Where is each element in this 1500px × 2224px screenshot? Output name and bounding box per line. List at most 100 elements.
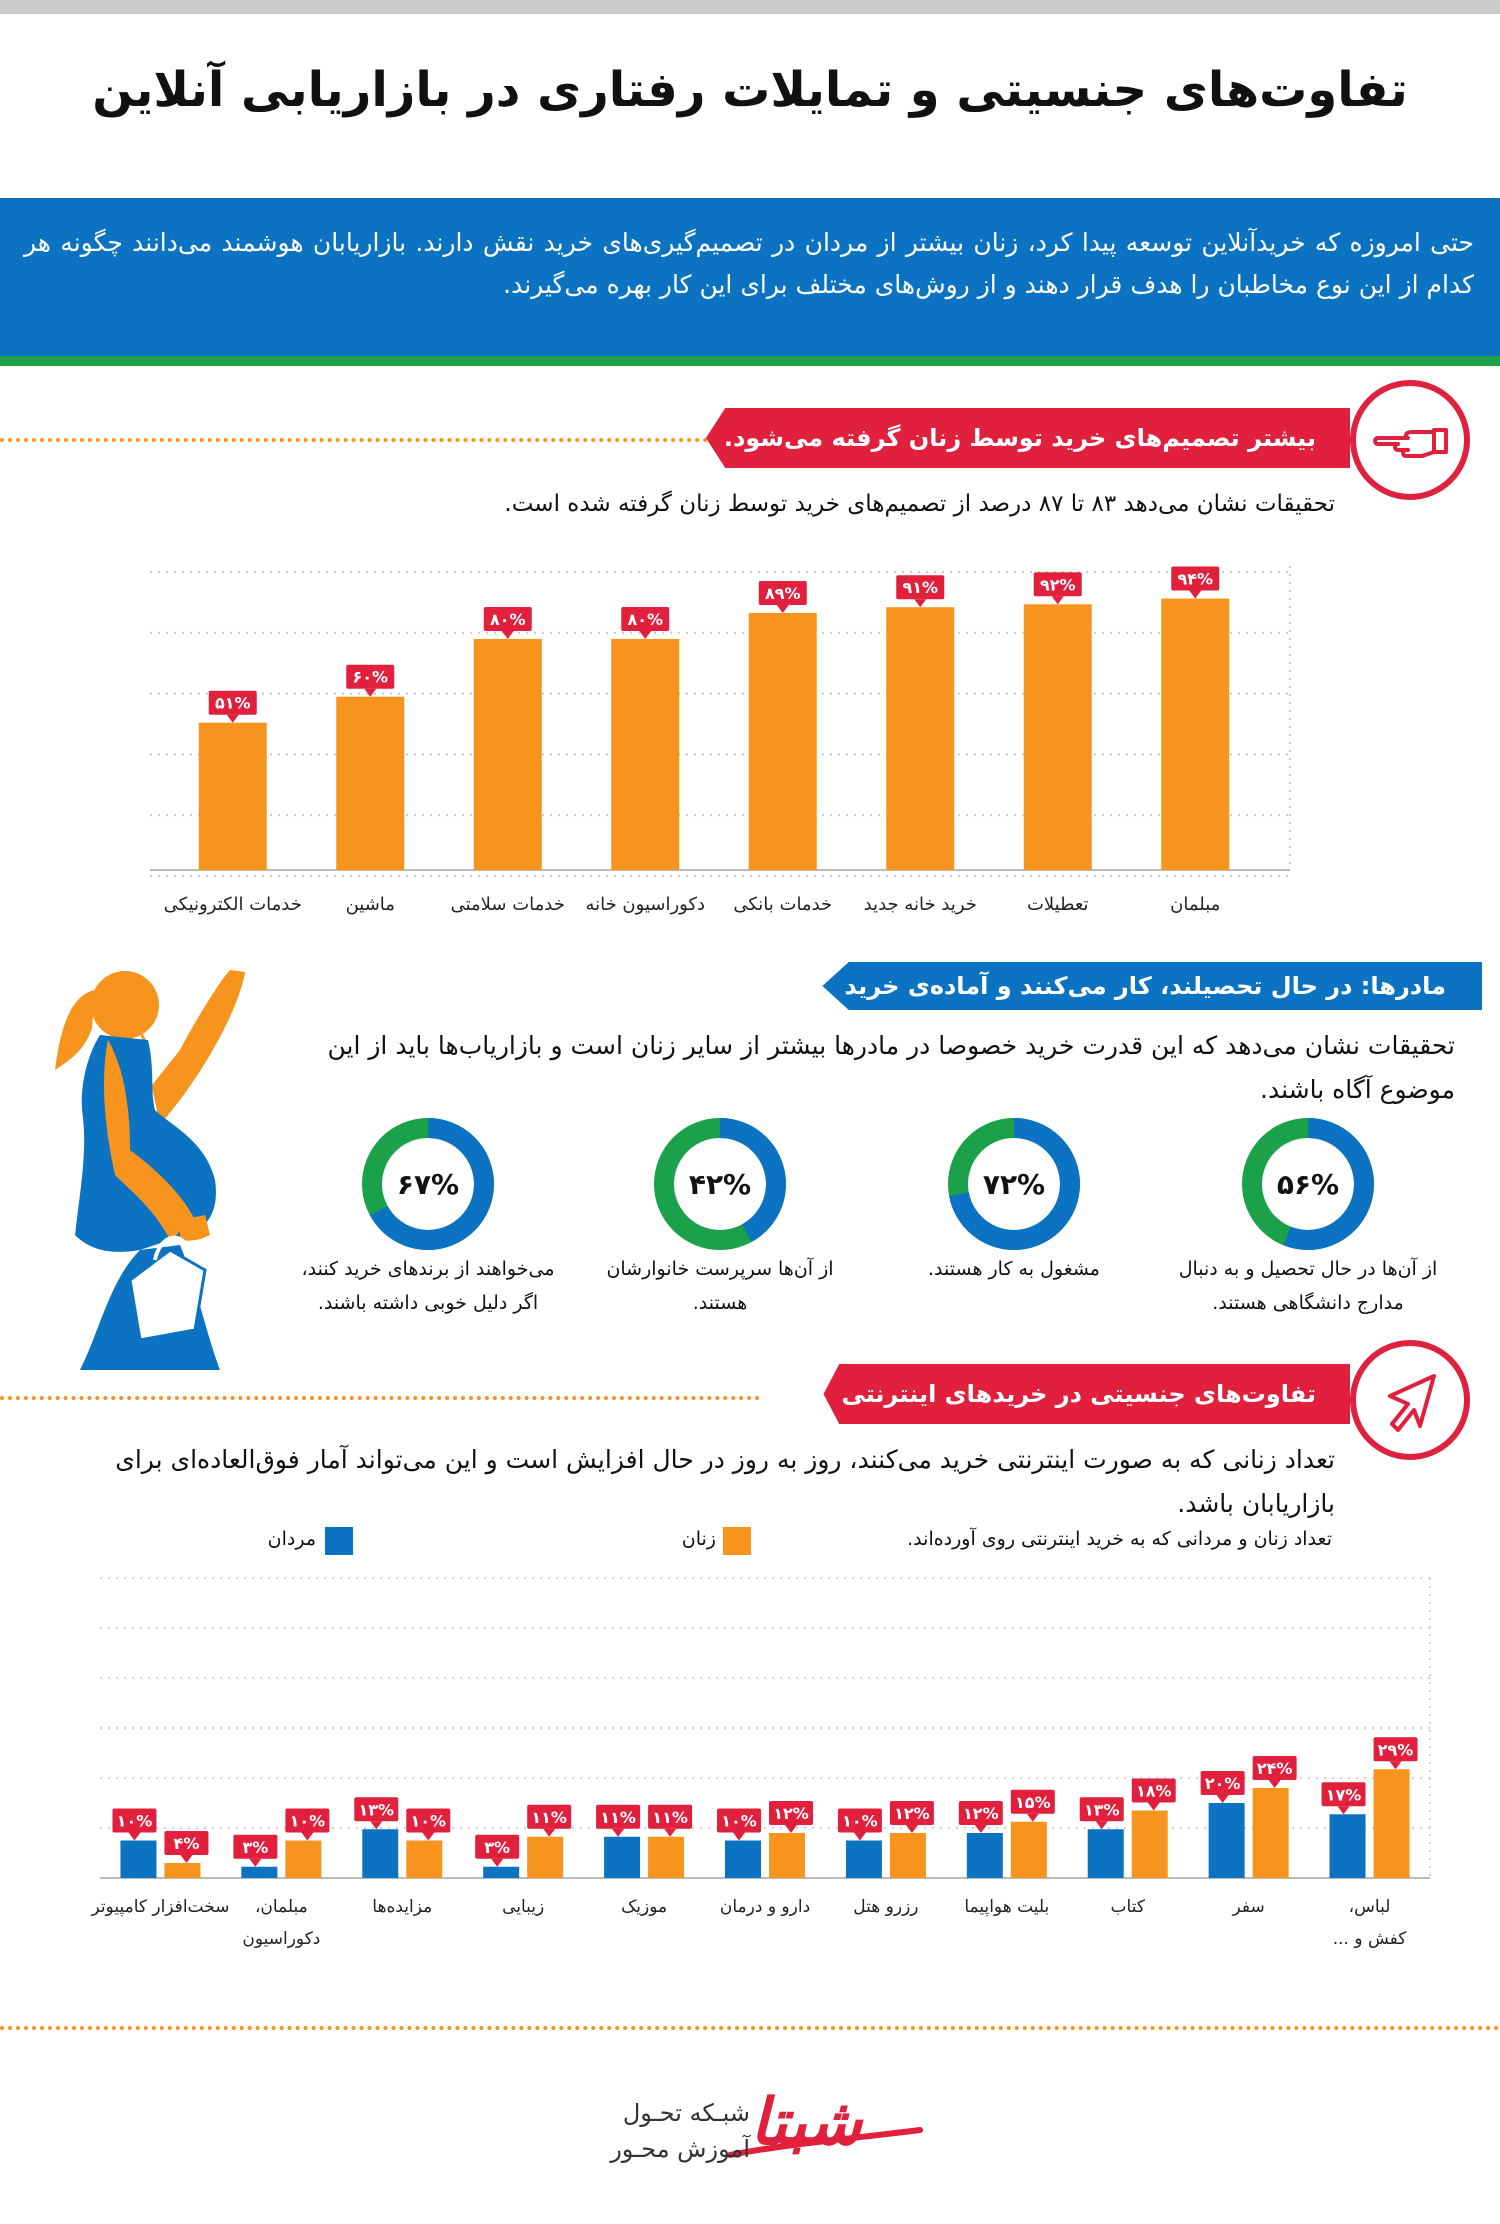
bar xyxy=(1023,604,1092,870)
legend-men-swatch xyxy=(325,1527,353,1555)
bar-women xyxy=(1252,1788,1289,1878)
bar-men xyxy=(362,1829,399,1878)
category-label: خدمات الکترونیکی xyxy=(164,894,302,915)
bar-women xyxy=(164,1863,201,1878)
bar-value-label: ۸۹% xyxy=(758,580,807,613)
category-label: تعطیلات xyxy=(1027,894,1089,915)
women-value-label: ۱۱% xyxy=(527,1804,572,1837)
legend-women-label: زنان xyxy=(681,1528,716,1550)
dotted-divider xyxy=(0,1396,760,1400)
logo-text: شبتا xyxy=(750,2085,862,2160)
bar xyxy=(1161,598,1230,870)
men-value-label-text: ۲۰% xyxy=(1205,1774,1241,1793)
category-label: بلیت هواپیما xyxy=(964,1897,1049,1917)
men-value-label-text: ۱۳% xyxy=(1084,1800,1120,1819)
donut-slice xyxy=(1242,1118,1374,1250)
men-value-label-text: ۱۲% xyxy=(963,1804,999,1823)
logo-tagline-2: آموزش محـور xyxy=(610,2135,750,2163)
donut-slice xyxy=(362,1118,494,1250)
women-value-label-text: ۱۲% xyxy=(773,1804,809,1823)
donut-chart: ۵۶% xyxy=(1242,1118,1374,1250)
bar xyxy=(748,612,817,870)
legend-note: تعداد زنان و مردانی که به خرید اینترنتی … xyxy=(907,1528,1332,1550)
donut-value: ۵۶% xyxy=(1277,1168,1339,1201)
bar-women xyxy=(1010,1821,1047,1878)
category-label: دکوراسیون خانه xyxy=(585,894,705,915)
intro-divider xyxy=(0,356,1500,366)
women-value-label-text: ۲۴% xyxy=(1257,1759,1293,1778)
women-value-label-text: ۱۱% xyxy=(652,1808,688,1827)
category-label: دارو و درمان xyxy=(720,1897,810,1917)
section3-badge xyxy=(1350,1340,1470,1460)
men-value-label-text: ۱۰% xyxy=(721,1812,757,1831)
category-label: کفش و ... xyxy=(1333,1929,1408,1949)
women-value-label-text: ۱۸% xyxy=(1136,1782,1172,1801)
men-value-label: ۱۰% xyxy=(717,1808,761,1841)
donut-value: ۶۷% xyxy=(397,1168,459,1201)
bar-women xyxy=(1373,1769,1410,1878)
bar-value-label: ۹۴% xyxy=(1171,566,1220,599)
women-value-label: ۱۵% xyxy=(1010,1789,1055,1822)
men-value-label-text: ۱۷% xyxy=(1326,1785,1362,1804)
top-bar xyxy=(0,0,1500,14)
online-shopping-bar-chart: ۲۹% ۱۷% لباس، کفش و ... ۲۴% ۲۰% سفر ۱۸% ۱۳% کتاب ۱… xyxy=(90,1577,1431,1949)
men-value-label: ۳% xyxy=(475,1834,520,1867)
category-label: مبلمان xyxy=(1170,894,1220,915)
category-label: خدمات سلامتی xyxy=(451,894,565,915)
bar-women xyxy=(648,1836,685,1878)
men-value-label: ۱۷% xyxy=(1321,1782,1366,1815)
dotted-divider xyxy=(0,2026,1500,2030)
bar xyxy=(886,607,955,870)
bar-men xyxy=(483,1866,520,1878)
pregnant-woman-icon xyxy=(55,970,245,1370)
women-value-label: ۲۹% xyxy=(1373,1737,1418,1770)
section2-heading: مادرها: در حال تحصیلند، کار می‌کنند و آم… xyxy=(822,962,1482,1010)
women-value-label: ۱۱% xyxy=(648,1804,693,1837)
intro-text: حتی امروزه که خریدآنلاین توسعه پیدا کرد،… xyxy=(24,228,1474,299)
women-value-label-text: ۲۹% xyxy=(1378,1740,1414,1759)
women-value-label-text: ۱۲% xyxy=(894,1804,930,1823)
category-label: خدمات بانکی xyxy=(733,894,832,915)
bar-value-label-text: ۸۰% xyxy=(627,610,663,629)
category-label: مزایده‌ها xyxy=(372,1897,432,1917)
men-value-label: ۲۰% xyxy=(1200,1771,1245,1803)
bar-value-label-text: ۹۴% xyxy=(1177,570,1213,589)
bar-value-label: ۵۱% xyxy=(208,690,257,723)
legend-women-swatch xyxy=(723,1527,751,1555)
bar-value-label-text: ۸۹% xyxy=(765,584,801,603)
category-label: سفر xyxy=(1232,1897,1265,1917)
shabta-logo-icon xyxy=(727,2127,923,2158)
men-value-label: ۱۰% xyxy=(112,1808,157,1841)
bar-men xyxy=(1329,1814,1366,1878)
bar-men xyxy=(1087,1829,1124,1878)
donut-caption: مشغول به کار هستند. xyxy=(928,1258,1100,1280)
men-value-label-text: ۳% xyxy=(484,1838,510,1857)
bar-women xyxy=(285,1840,322,1878)
section1-badge xyxy=(1350,380,1470,500)
bar-value-label: ۹۱% xyxy=(896,575,945,608)
women-value-label: ۲۴% xyxy=(1252,1756,1297,1788)
category-label: دکوراسیون xyxy=(242,1929,320,1949)
donut-caption: از آن‌ها در حال تحصیل و به دنبال مدارج د… xyxy=(1178,1258,1438,1314)
donut-slice xyxy=(948,1118,1080,1250)
cursor-arrow-icon xyxy=(1388,1374,1436,1432)
men-value-label-text: ۱۳% xyxy=(358,1800,394,1819)
women-value-label: ۴% xyxy=(164,1831,209,1863)
donut-chart: ۴۲% xyxy=(654,1118,786,1250)
donut-caption: از آن‌ها سرپرست خانوارشان هستند. xyxy=(606,1258,834,1314)
bar-women xyxy=(406,1840,443,1878)
pointing-hand-icon xyxy=(1373,428,1448,458)
bar-men xyxy=(120,1840,157,1878)
bar-women xyxy=(769,1833,805,1878)
men-value-label: ۱۲% xyxy=(958,1801,1003,1833)
category-label: ماشین xyxy=(346,894,395,915)
bar-value-label: ۹۲% xyxy=(1033,572,1082,605)
bar-men xyxy=(241,1866,278,1878)
section1-heading: بیشتر تصمیم‌های خرید توسط زنان گرفته می‌… xyxy=(705,408,1350,468)
bar xyxy=(198,722,267,870)
women-value-label-text: ۱۰% xyxy=(290,1812,326,1831)
men-value-label-text: ۱۰% xyxy=(117,1812,153,1831)
men-value-label: ۳% xyxy=(233,1834,278,1867)
section3-subtext: تعداد زنانی که به صورت اینترنتی خرید می‌… xyxy=(115,1445,1335,1518)
category-label: لباس، xyxy=(1349,1897,1391,1917)
